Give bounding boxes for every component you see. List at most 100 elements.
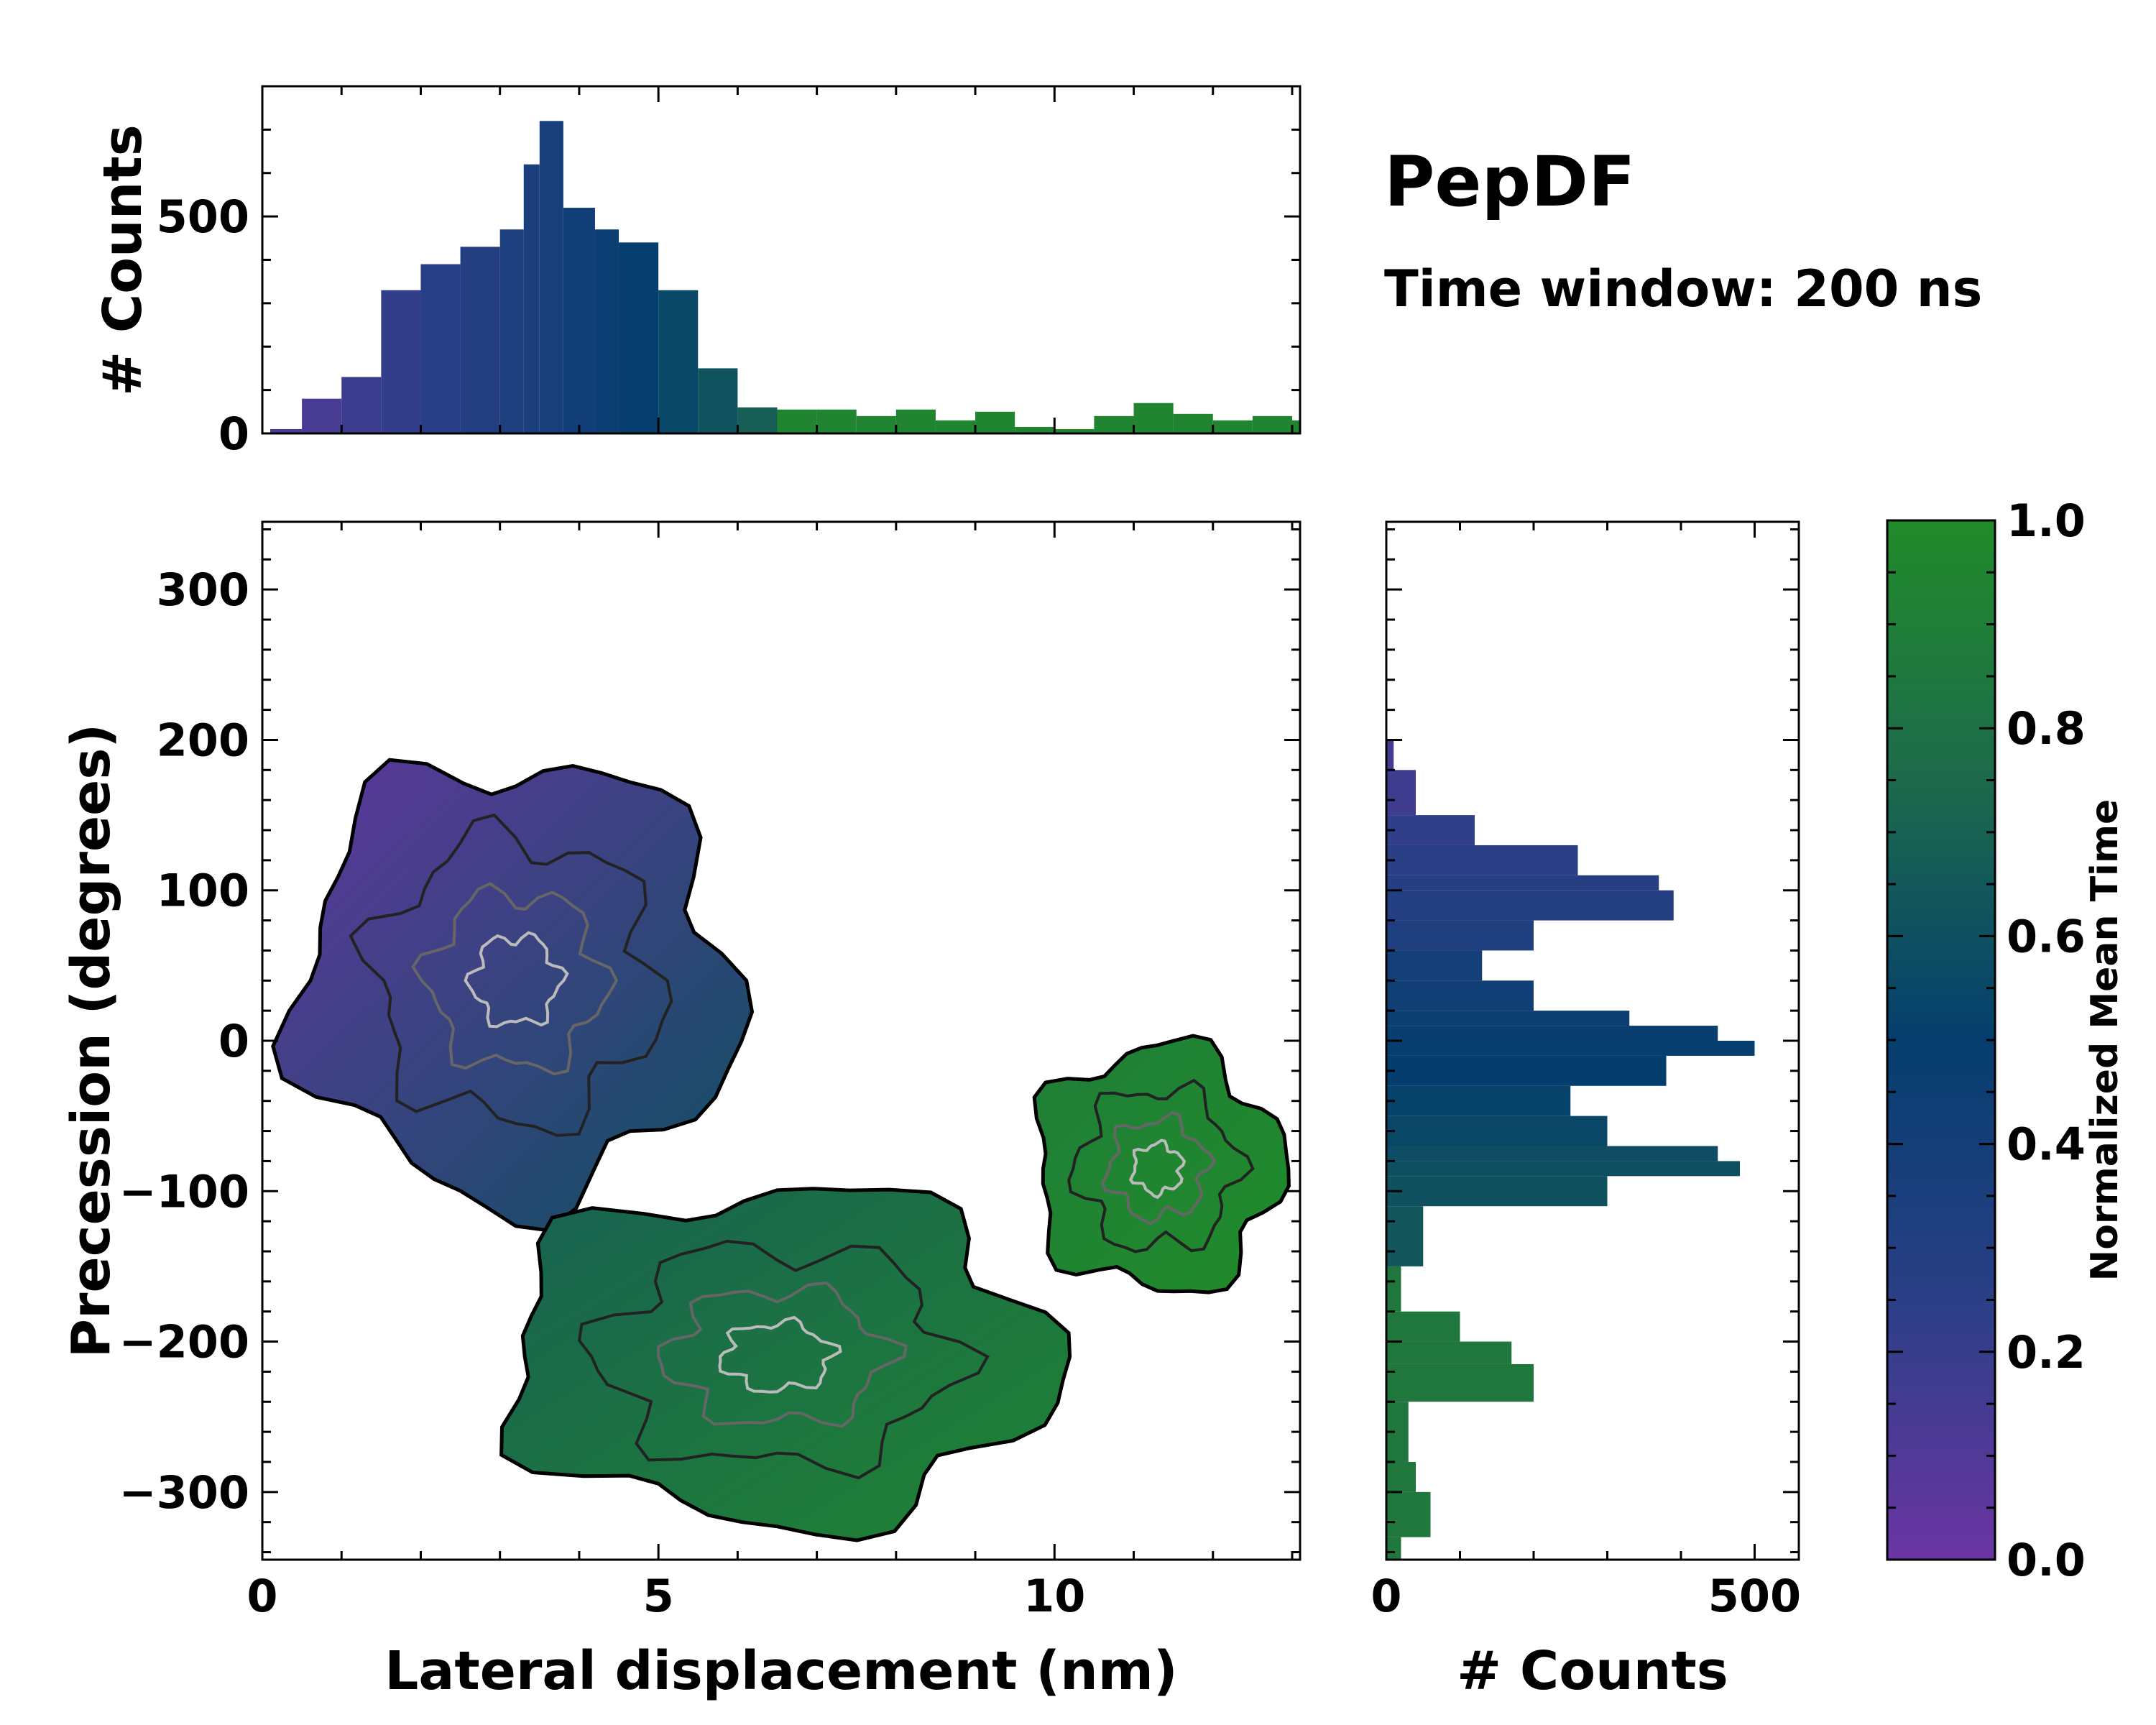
right-x-tick-label: 500 [1708,1570,1801,1622]
chart-title: PepDF [1384,142,1635,222]
top-histogram-bar [975,411,1015,433]
density-contour [656,1281,908,1428]
density-contour [577,1239,990,1480]
right-x-tick-label: 0 [1370,1570,1401,1622]
colorbar-bar [1886,519,1996,1561]
top-histogram-bar [777,409,817,433]
right-histogram-bar [1386,1537,1401,1560]
right-histogram-bar [1386,1206,1424,1266]
top-histogram-bar [895,409,936,433]
right-x-tick-labels: 0 500 [1370,1570,1801,1622]
density-contour [1128,1138,1187,1200]
colorbar-ticks [1887,519,1995,1561]
right-histogram-bar [1386,1266,1401,1312]
right-histogram-bar [1386,875,1659,891]
x-tick-label: 5 [643,1570,674,1622]
y-tick-label: 0 [218,1015,249,1067]
top-histogram-bar [302,398,342,433]
top-y-tick-label: 500 [157,190,249,243]
top-histogram-bar [523,164,540,433]
x-axis-label: Lateral displacement (nm) [384,1640,1177,1702]
top-histogram-bar [1252,415,1292,433]
y-tick-label: 300 [157,564,249,616]
right-histogram-bar [1386,1085,1571,1116]
colorbar-label: Normalized Mean Time [2083,799,2127,1282]
density-contour [718,1315,842,1394]
main-x-tick-labels: 0 5 10 [247,1570,1085,1622]
right-histogram-bar [1386,1055,1667,1086]
top-histogram-bar [460,247,500,433]
top-histogram-bar [1212,420,1253,433]
density-region [271,758,755,1233]
top-histogram-bar [1133,402,1174,433]
top-histogram-bars [270,121,1300,433]
right-histogram-bar [1386,1041,1755,1056]
top-histogram-bar [420,264,461,433]
top-histogram-bar [563,208,595,433]
top-histogram-bar [816,409,857,433]
top-histogram-bar [737,407,778,433]
colorbar-tick-label: 1.0 [2007,494,2086,547]
right-x-axis-label: # Counts [1457,1640,1728,1702]
colorbar-tick-label: 0.8 [2007,702,2086,755]
main-axis-ticks [261,522,1300,1560]
density-region-group [271,758,1291,1542]
colorbar-tick-label: 0.6 [2007,910,2086,962]
top-histogram-bar [1015,426,1055,433]
chart-subtitle: Time window: 200 ns [1384,259,1982,318]
top-histogram-bar [658,290,699,433]
right-histogram-bar [1386,740,1394,770]
y-axis-label: Precession (degrees) [60,724,122,1358]
main-plot: 0 5 10 300 200 100 0 −100 −200 −300 Lateral disp… [60,520,1302,1702]
right-histogram-bar [1386,1161,1740,1177]
right-histogram-bars [1386,740,1755,1560]
top-histogram-bar [499,229,524,433]
top-histogram-bar [539,121,563,433]
colorbar-tick-label: 0.2 [2007,1326,2086,1379]
y-tick-label: 100 [157,865,249,917]
right-histogram-bar [1386,890,1674,921]
y-tick-label: 200 [157,714,249,766]
top-histogram-bar [1094,415,1134,433]
right-histogram-bar [1386,770,1416,816]
top-histogram-bar [698,368,738,433]
right-histogram: 0 500 # Counts [1370,520,1801,1702]
density-contour [1067,1078,1255,1254]
right-histogram-bar [1386,1026,1718,1041]
right-histogram-bar [1386,845,1578,875]
right-histogram-bar [1386,1176,1608,1207]
y-tick-label: −100 [119,1165,249,1218]
right-histogram-bar [1386,1491,1431,1537]
density-contour [411,881,619,1076]
colorbar-tick-labels: 0.0 0.2 0.4 0.6 0.8 1.0 [2007,494,2086,1586]
x-tick-label: 10 [1023,1570,1085,1622]
top-histogram-bar [619,242,659,433]
right-histogram-bar [1386,920,1534,951]
top-histogram-bar [1291,420,1300,433]
top-histogram-bar [594,229,619,433]
density-contour [1101,1110,1217,1225]
top-histogram-bar [270,428,303,433]
colorbar-tick-label: 0.4 [2007,1118,2086,1171]
right-histogram-bar [1386,1341,1512,1364]
top-histogram-bar [341,377,382,433]
density-contour [464,931,569,1029]
right-histogram-bar [1386,1116,1608,1146]
right-axis-ticks [1385,522,1799,1560]
y-tick-label: −300 [119,1466,249,1519]
right-histogram-bar [1386,1461,1416,1492]
top-y-axis-label: # Counts [92,124,154,396]
main-y-tick-labels: 300 200 100 0 −100 −200 −300 [119,564,249,1519]
right-histogram-bar [1386,950,1483,981]
right-histogram-bar [1386,980,1534,1011]
right-histogram-bar [1386,1011,1630,1026]
top-histogram-bar [1054,428,1095,433]
x-tick-label: 0 [247,1570,277,1622]
top-y-tick-label: 0 [218,408,249,460]
right-histogram-bar [1386,1311,1460,1342]
top-histogram-bar [1173,413,1213,433]
top-histogram-bar [381,290,421,433]
y-tick-label: −200 [119,1316,249,1368]
colorbar-tick-label: 0.0 [2007,1534,2086,1586]
